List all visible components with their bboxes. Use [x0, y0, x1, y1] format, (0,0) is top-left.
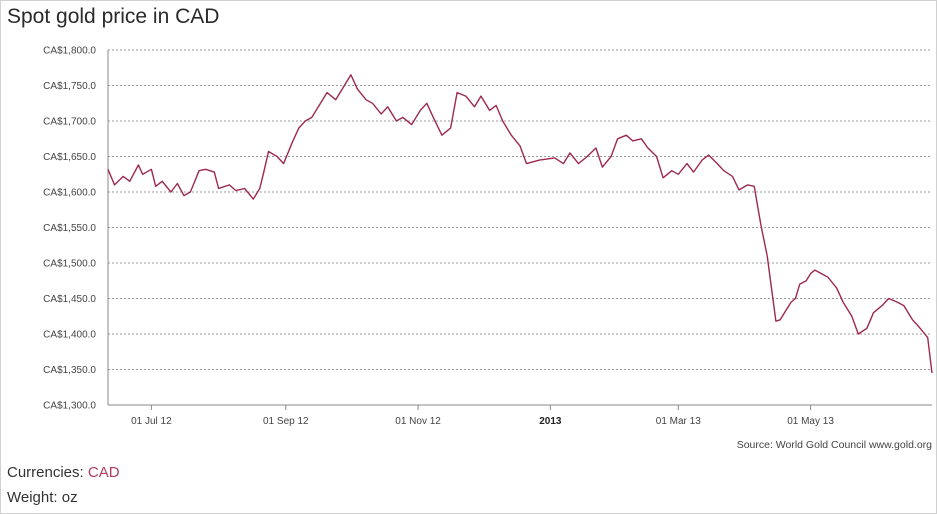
axes [107, 50, 932, 410]
weight-value: oz [61, 489, 78, 506]
currencies-label: Currencies: [7, 464, 84, 481]
y-tick-label: CA$1,350.0 [43, 365, 96, 376]
weight-label: Weight: [7, 489, 58, 506]
x-tick-label: 01 Sep 12 [263, 416, 309, 427]
currencies-row: Currencies: CAD [7, 460, 120, 485]
series-line [107, 74, 933, 374]
x-tick-label: 01 Nov 12 [395, 416, 441, 427]
x-tick-label: 2013 [539, 416, 562, 427]
grid-lines [108, 49, 932, 370]
weight-row: Weight: oz [7, 485, 120, 510]
y-tick-label: CA$1,800.0 [43, 46, 96, 57]
y-tick-label: CA$1,450.0 [43, 294, 96, 305]
x-tick-label: 01 May 13 [787, 416, 834, 427]
price-series [107, 74, 933, 374]
chart-title: Spot gold price in CAD [7, 5, 220, 28]
chart-meta: Currencies: CAD Weight: oz [7, 460, 120, 510]
x-tick-label: 01 Mar 13 [656, 416, 701, 427]
y-tick-label: CA$1,700.0 [43, 117, 96, 128]
y-tick-label: CA$1,650.0 [43, 152, 96, 163]
y-tick-label: CA$1,500.0 [43, 259, 96, 270]
y-tick-labels: CA$1,800.0 CA$1,750.0 CA$1,700.0 CA$1,650.0… [43, 46, 96, 412]
y-tick-label: CA$1,600.0 [43, 188, 96, 199]
source-note: Source: World Gold Council www.gold.org [736, 439, 932, 451]
y-tick-label: CA$1,550.0 [43, 223, 96, 234]
x-tick-label: 01 Jul 12 [131, 416, 172, 427]
x-tick-labels: 01 Jul 12 01 Sep 12 01 Nov 12 2013 01 Mar 13… [131, 416, 834, 427]
currencies-value: CAD [87, 464, 120, 481]
y-tick-label: CA$1,750.0 [43, 81, 96, 92]
y-tick-label: CA$1,300.0 [43, 401, 96, 412]
y-tick-label: CA$1,400.0 [43, 330, 96, 341]
